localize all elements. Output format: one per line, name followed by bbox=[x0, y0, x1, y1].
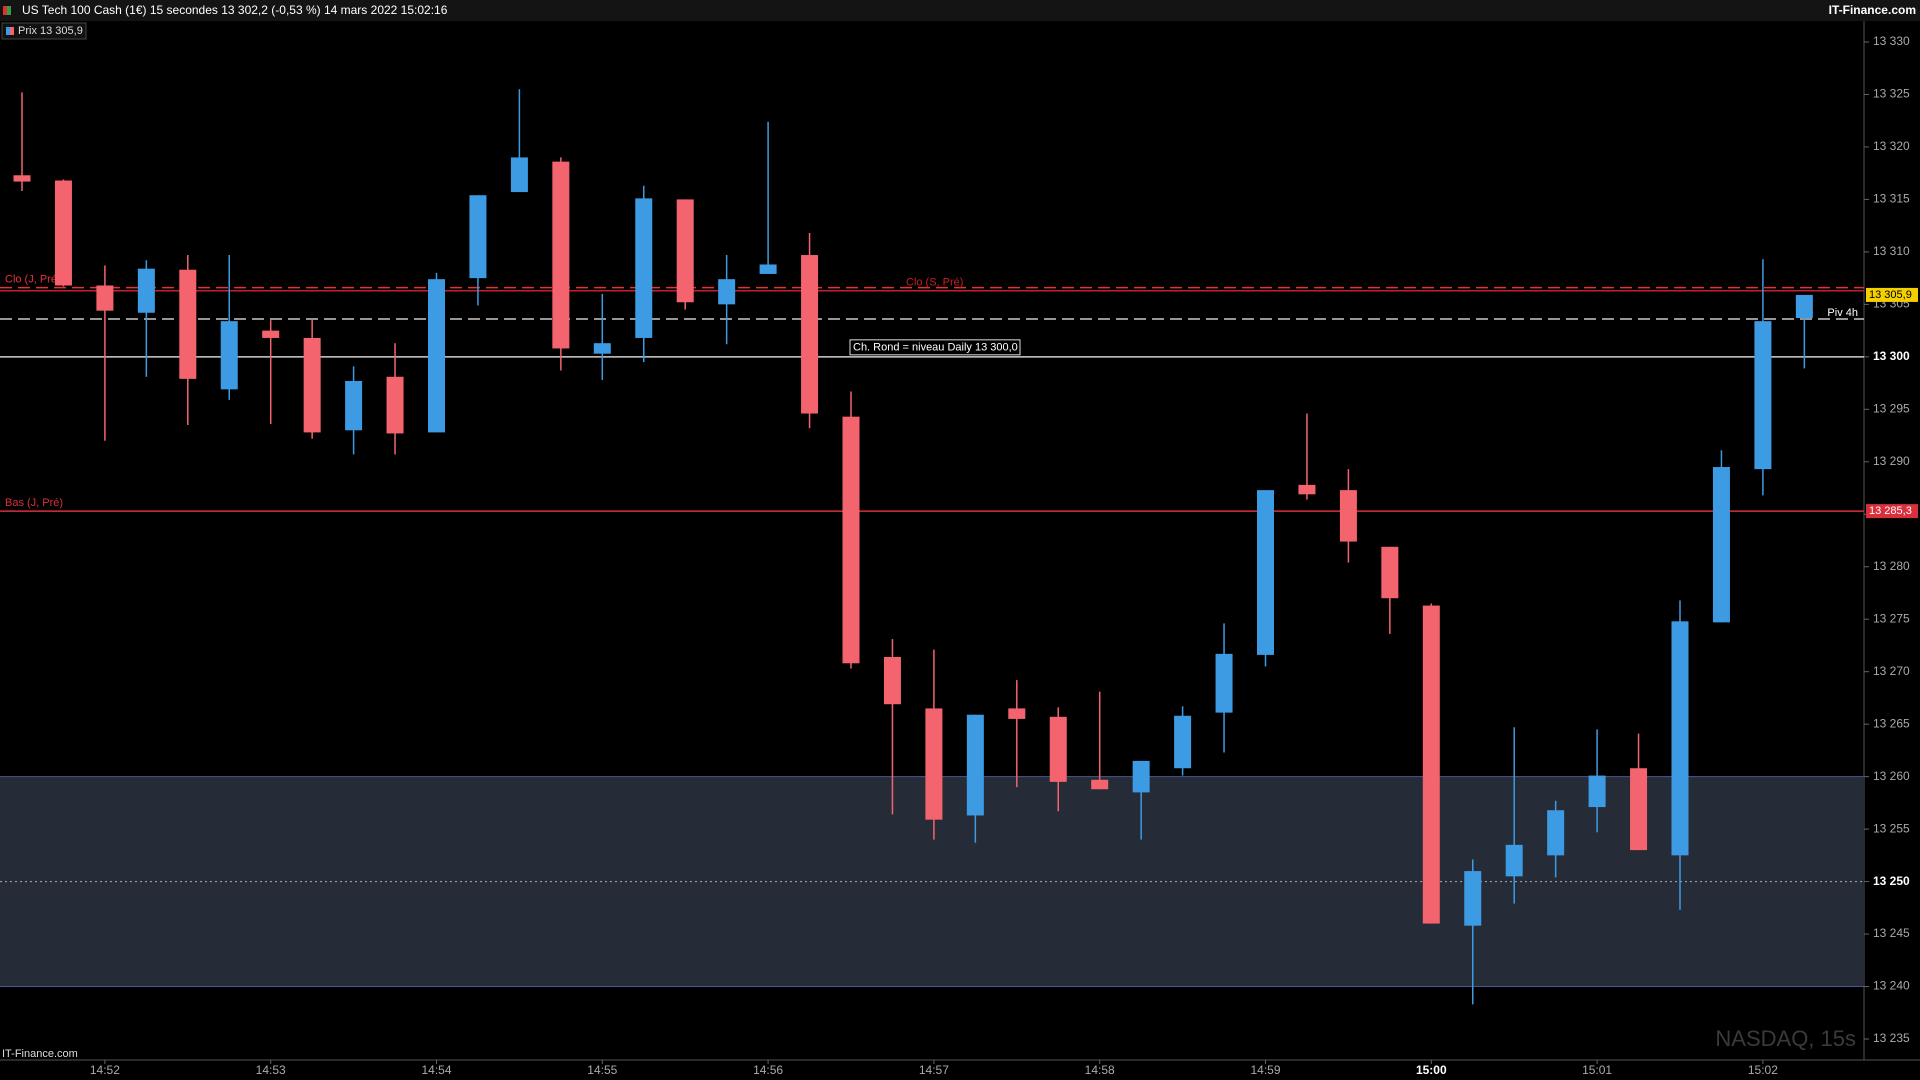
candle-body bbox=[1381, 546, 1399, 599]
y-tick-label: 13 330 bbox=[1873, 34, 1910, 48]
plot: 13 235 13 240 13 245 13 250 13 255 13 260 13 2… bbox=[0, 34, 1918, 1077]
price-tag bbox=[1866, 287, 1918, 302]
candle-body bbox=[179, 269, 197, 379]
candle-body bbox=[1339, 490, 1357, 542]
candle-body bbox=[262, 330, 280, 338]
candle-body bbox=[1298, 484, 1316, 495]
candle-body bbox=[13, 175, 31, 182]
level-label: Piv 4h bbox=[1827, 307, 1858, 319]
y-tick-label: 13 295 bbox=[1873, 401, 1910, 415]
legend-swatch bbox=[10, 27, 14, 35]
candle-body bbox=[1712, 467, 1730, 623]
y-tick-label: 13 290 bbox=[1873, 454, 1910, 468]
level-label: Clo (S, Pré) bbox=[906, 277, 963, 289]
y-tick-label: 13 265 bbox=[1873, 716, 1910, 730]
candle-body bbox=[966, 714, 984, 816]
y-tick-label: 13 315 bbox=[1873, 192, 1910, 206]
y-tick-label: 13 275 bbox=[1873, 611, 1910, 625]
candle-body bbox=[925, 708, 943, 820]
candle-body bbox=[1091, 779, 1109, 790]
level-label: Clo (J, Pré) bbox=[5, 273, 61, 285]
candle-body bbox=[469, 195, 487, 279]
source: IT-Finance.com bbox=[1829, 3, 1916, 17]
level-box bbox=[849, 339, 1021, 356]
y-tick-label: 13 240 bbox=[1873, 979, 1910, 993]
candle-body bbox=[220, 321, 238, 390]
x-tick-label: 14:54 bbox=[421, 1063, 451, 1077]
candle-body bbox=[842, 416, 860, 664]
candle-body bbox=[593, 343, 611, 354]
footer: IT-Finance.com bbox=[2, 1048, 78, 1060]
x-tick-label: 15:02 bbox=[1748, 1063, 1778, 1077]
x-tick-label: 14:57 bbox=[919, 1063, 949, 1077]
candle-body bbox=[1422, 605, 1440, 924]
candle-body bbox=[1630, 768, 1648, 851]
x-tick-label: 14:59 bbox=[1250, 1063, 1280, 1077]
candle-body bbox=[54, 180, 72, 286]
candle-body bbox=[1547, 810, 1565, 856]
level-tag bbox=[1866, 504, 1918, 519]
x-tick-label: 15:01 bbox=[1582, 1063, 1612, 1077]
candle-body bbox=[1795, 294, 1813, 319]
candle-body bbox=[96, 285, 114, 311]
watermark: NASDAQ, 15s bbox=[1715, 1026, 1856, 1051]
x-tick-label: 15:00 bbox=[1416, 1063, 1447, 1077]
x-tick-label: 14:53 bbox=[256, 1063, 286, 1077]
candle-body bbox=[1671, 621, 1689, 856]
y-tick-label: 13 270 bbox=[1873, 664, 1910, 678]
candle-body bbox=[1132, 760, 1150, 793]
x-tick-label: 14:55 bbox=[587, 1063, 617, 1077]
level-label: Ch. Rond = niveau Daily 13 300,0 bbox=[853, 342, 1018, 354]
candle-body bbox=[1174, 715, 1192, 769]
candle-body bbox=[303, 337, 321, 433]
candle-body bbox=[1008, 708, 1026, 719]
candle-body bbox=[1754, 321, 1772, 470]
candle-body bbox=[801, 255, 819, 414]
legend: Prix 13 305,9 bbox=[18, 25, 83, 37]
price-tag-label: 13 305,9 bbox=[1869, 289, 1912, 301]
y-tick-label: 13 250 bbox=[1873, 874, 1910, 888]
y-tick-label: 13 310 bbox=[1873, 244, 1910, 258]
icon bbox=[3, 6, 7, 15]
candle-body bbox=[552, 161, 570, 349]
candle-body bbox=[1257, 490, 1274, 655]
chart-title: US Tech 100 Cash (1€) 15 secondes 13 302… bbox=[22, 3, 448, 17]
candle-body bbox=[883, 656, 901, 705]
title-bar bbox=[0, 0, 1920, 21]
candle-body bbox=[510, 157, 528, 193]
candle-body bbox=[137, 268, 155, 313]
level-label: Bas (J, Pré) bbox=[5, 497, 63, 509]
candle-body bbox=[1505, 844, 1523, 877]
candle-body bbox=[759, 264, 777, 274]
candle-body bbox=[345, 380, 363, 431]
icon bbox=[7, 6, 11, 15]
candle-body bbox=[428, 279, 445, 433]
y-tick-label: 13 300 bbox=[1873, 349, 1910, 363]
x-tick-label: 14:56 bbox=[753, 1063, 783, 1077]
candle-body bbox=[386, 376, 404, 434]
level-tag-label: 13 285,3 bbox=[1869, 505, 1912, 517]
candle-body bbox=[635, 198, 653, 338]
y-tick-label: 13 235 bbox=[1873, 1031, 1910, 1045]
x-tick-label: 14:52 bbox=[90, 1063, 120, 1077]
candle-body bbox=[1464, 871, 1482, 926]
candle-body bbox=[1588, 775, 1606, 808]
y-tick-label: 13 245 bbox=[1873, 926, 1910, 940]
y-tick-label: 13 280 bbox=[1873, 559, 1910, 573]
legend-swatch bbox=[6, 27, 10, 35]
candle-body bbox=[1049, 716, 1067, 782]
candle-body bbox=[676, 199, 694, 303]
y-tick-label: 13 320 bbox=[1873, 139, 1910, 153]
x-tick-label: 14:58 bbox=[1085, 1063, 1115, 1077]
y-tick-label: 13 260 bbox=[1873, 769, 1910, 783]
candle-body bbox=[1215, 653, 1233, 713]
y-tick-label: 13 255 bbox=[1873, 821, 1910, 835]
legend-box bbox=[1, 22, 87, 40]
candle-body bbox=[718, 279, 736, 305]
y-tick-label: 13 325 bbox=[1873, 87, 1910, 101]
